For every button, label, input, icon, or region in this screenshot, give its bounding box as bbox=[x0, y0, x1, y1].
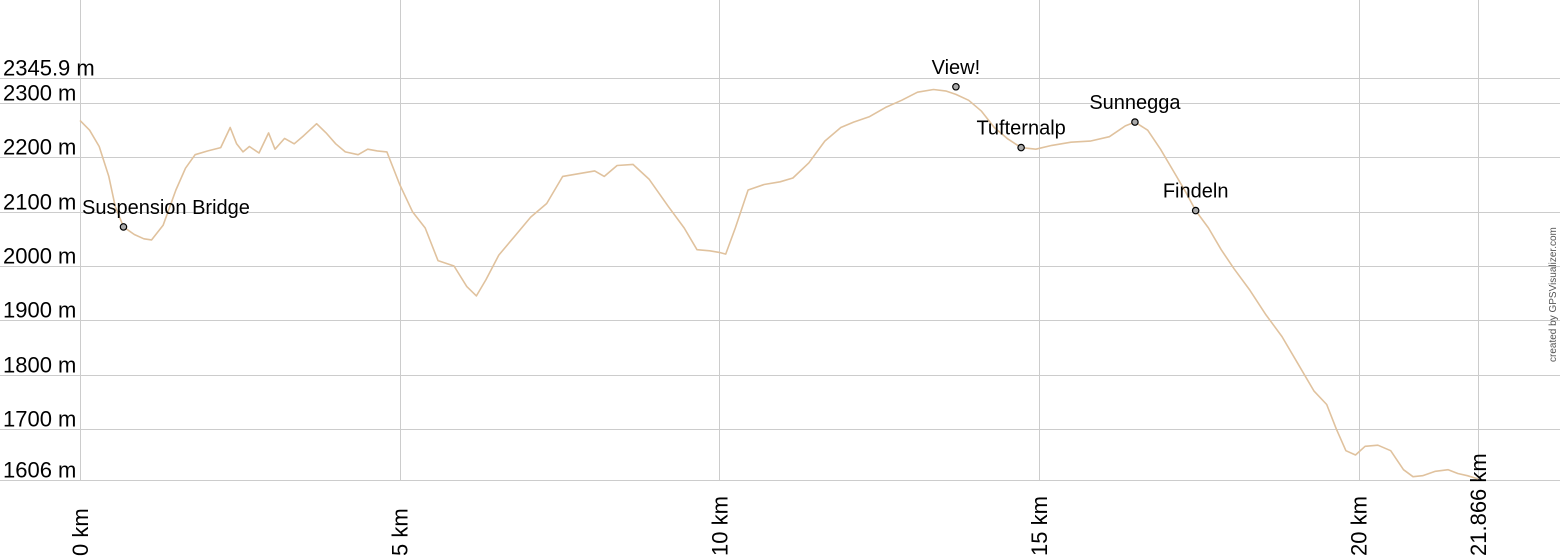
waypoint-label-2: Tufternalp bbox=[976, 118, 1065, 140]
y-tick-label-4: 2000 m bbox=[3, 244, 76, 269]
credit-text: created by GPSVisualizer.com bbox=[1548, 227, 1559, 362]
waypoint-marker-3 bbox=[1131, 118, 1139, 126]
y-tick-label-3: 2100 m bbox=[3, 190, 76, 215]
y-tick-label-0: 2345.9 m bbox=[3, 56, 95, 81]
x-tick-label-2: 10 km bbox=[707, 496, 732, 556]
y-tick-label-2: 2200 m bbox=[3, 135, 76, 160]
waypoint-label-0: Suspension Bridge bbox=[82, 197, 250, 219]
horizontal-gridlines bbox=[0, 78, 1560, 481]
x-tick-label-0: 0 km bbox=[68, 508, 93, 556]
waypoint-markers: Suspension Bridge View! Tufternalp Sunnegga… bbox=[82, 57, 1229, 231]
y-tick-label-7: 1700 m bbox=[3, 407, 76, 432]
y-tick-label-1: 2300 m bbox=[3, 81, 76, 106]
vertical-gridlines bbox=[80, 0, 1479, 480]
elevation-line bbox=[79, 88, 1479, 480]
y-tick-label-6: 1800 m bbox=[3, 353, 76, 378]
x-tick-label-5: 21.866 km bbox=[1466, 453, 1491, 556]
x-tick-label-4: 20 km bbox=[1347, 496, 1372, 556]
waypoint-marker-4 bbox=[1191, 206, 1200, 215]
x-tick-label-3: 15 km bbox=[1027, 496, 1052, 556]
waypoint-marker-2 bbox=[1017, 143, 1025, 152]
waypoint-label-3: Sunnegga bbox=[1089, 92, 1181, 114]
y-tick-label-5: 1900 m bbox=[3, 298, 76, 323]
waypoint-label-1: View! bbox=[932, 57, 981, 79]
x-axis-tick-labels: 0 km 5 km 10 km 15 km 20 km 21.866 km bbox=[68, 453, 1491, 556]
x-tick-label-1: 5 km bbox=[388, 508, 413, 556]
waypoint-marker-0 bbox=[119, 223, 128, 231]
y-tick-label-8: 1606 m bbox=[3, 458, 76, 483]
waypoint-marker-1 bbox=[952, 82, 960, 91]
waypoint-label-4: Findeln bbox=[1163, 181, 1229, 203]
